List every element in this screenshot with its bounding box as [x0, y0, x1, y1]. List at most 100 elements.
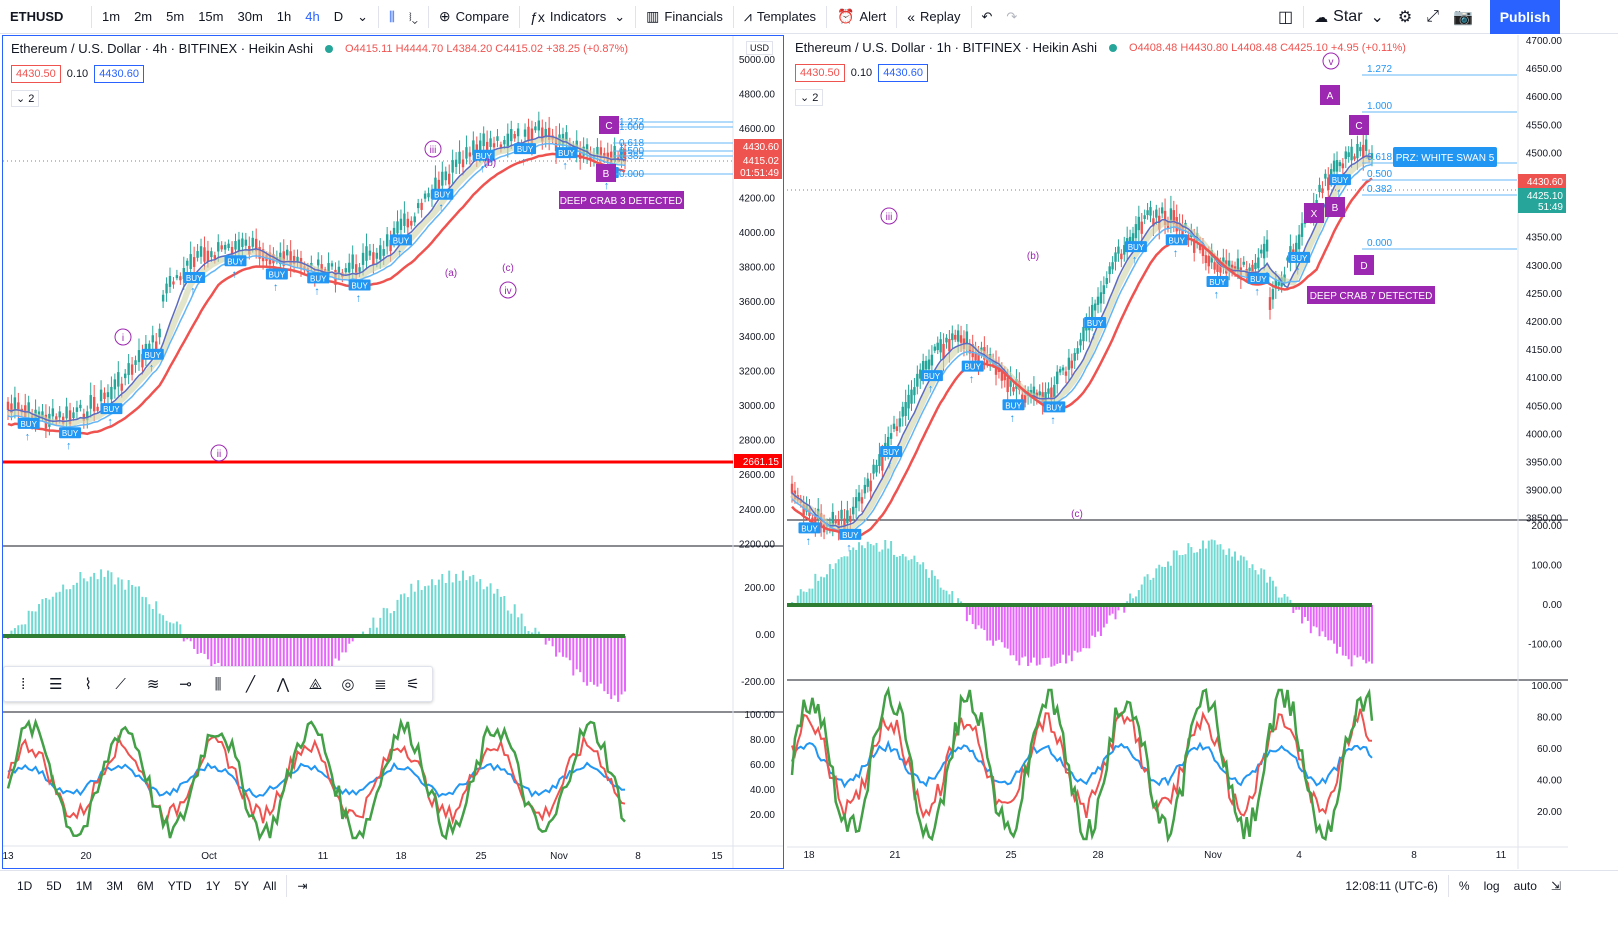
- channel-icon[interactable]: ≋: [146, 676, 160, 693]
- bid-ask-box[interactable]: 4430.50 0.10 4430.60: [11, 65, 144, 83]
- candle: [223, 244, 227, 250]
- range-3m[interactable]: 3M: [106, 878, 124, 893]
- pattern-icon[interactable]: ⌇: [84, 676, 92, 693]
- compare-button[interactable]: ⊕ Compare: [432, 0, 516, 34]
- star-button[interactable]: ☁ Star ⌄: [1307, 0, 1391, 34]
- sell-price[interactable]: 4430.50: [11, 65, 61, 83]
- chart-canvas-right[interactable]: BUY ↑ BUY ↑ BUY ↑ BUY ↑ BUY ↑ BUY ↑ BUY ↑ BUY ↑ BUY ↑ BUY ↑…: [787, 35, 1568, 869]
- camera-icon[interactable]: 📷: [1453, 9, 1473, 26]
- range-5y[interactable]: 5Y: [234, 878, 250, 893]
- candle: [886, 436, 890, 450]
- candle: [1023, 394, 1027, 403]
- pitchfork-icon[interactable]: ⫼: [214, 675, 222, 693]
- collapse-indicators-button[interactable]: ⌄ 2: [11, 90, 40, 107]
- interval-1m[interactable]: 1m: [102, 9, 121, 24]
- candle: [485, 141, 489, 156]
- publish-button[interactable]: Publish: [1490, 0, 1560, 34]
- fullscreen-icon[interactable]: ⤢: [1426, 8, 1440, 25]
- candle: [599, 147, 603, 158]
- drag-handle-icon[interactable]: ⁞: [21, 675, 26, 693]
- candle: [292, 255, 296, 264]
- candle: [1370, 153, 1374, 159]
- undo-icon[interactable]: ↶: [981, 8, 993, 24]
- interval-2m[interactable]: 2m: [134, 9, 153, 24]
- redo-icon[interactable]: ↷: [1006, 8, 1018, 24]
- pattern-box: [1307, 286, 1435, 304]
- pattern-point-box: [1320, 85, 1340, 105]
- price-tick: 4600.00: [739, 124, 776, 135]
- clock[interactable]: 12:08:11 (UTC-6): [1345, 878, 1438, 893]
- percent-toggle[interactable]: %: [1458, 878, 1470, 893]
- fib-icon[interactable]: ≣: [374, 676, 387, 693]
- candle: [51, 408, 55, 417]
- horizontal-ray-icon[interactable]: ⊸: [179, 676, 192, 693]
- chevron-down-icon[interactable]: ⌄: [357, 8, 369, 24]
- buy-price[interactable]: 4430.60: [878, 64, 928, 82]
- replay-button[interactable]: « Replay: [900, 0, 967, 34]
- candle: [1187, 234, 1190, 240]
- range-1y[interactable]: 1Y: [205, 878, 221, 893]
- candle: [878, 454, 881, 467]
- templates-button[interactable]: ⩘ Templates: [737, 0, 823, 34]
- interval-15m[interactable]: 15m: [198, 9, 224, 24]
- candle: [1274, 278, 1278, 289]
- line-icon[interactable]: ╱: [246, 676, 256, 693]
- stoch-tick: 60.00: [1537, 744, 1562, 755]
- interval-d[interactable]: D: [333, 9, 344, 24]
- price-tick: 4800.00: [739, 90, 776, 101]
- candle: [1114, 252, 1117, 262]
- templates-label: Templates: [756, 9, 817, 24]
- price-tick: 3900.00: [1526, 486, 1563, 497]
- auto-toggle[interactable]: auto: [1513, 878, 1537, 893]
- interval-30m[interactable]: 30m: [237, 9, 263, 24]
- lines-icon[interactable]: ☰: [48, 676, 63, 693]
- price-tick: 4300.00: [1526, 261, 1563, 272]
- range-5d[interactable]: 5D: [46, 878, 62, 893]
- currency-selector[interactable]: USD: [745, 41, 773, 55]
- layout-icon[interactable]: ◫: [1278, 9, 1294, 26]
- financials-button[interactable]: ▥ Financials: [639, 0, 730, 34]
- interval-5m[interactable]: 5m: [166, 9, 185, 24]
- interval-1h[interactable]: 1h: [276, 9, 292, 24]
- buy-price[interactable]: 4430.60: [94, 65, 144, 83]
- gear-icon[interactable]: ⚙: [1397, 9, 1413, 26]
- elliott-icon[interactable]: ⋀: [276, 676, 290, 693]
- candle: [203, 247, 206, 262]
- scroll-right-icon[interactable]: ⇲: [1550, 878, 1561, 893]
- candle: [423, 193, 427, 199]
- candle: [1198, 244, 1202, 251]
- range-1m[interactable]: 1M: [75, 878, 93, 893]
- candle-style-icon[interactable]: ⧘⌄: [409, 8, 418, 24]
- candle: [866, 478, 869, 487]
- goto-date-icon[interactable]: ⇥: [297, 878, 308, 893]
- bid-ask-box[interactable]: 4430.50 0.10 4430.60: [795, 64, 928, 82]
- alert-button[interactable]: ⏰ Alert: [830, 0, 893, 34]
- settings-lines-icon[interactable]: ⚟: [406, 676, 420, 693]
- range-1d[interactable]: 1D: [17, 878, 33, 893]
- symbol-search[interactable]: ETHUSD: [10, 9, 64, 24]
- bar-style-icon[interactable]: ⫼: [389, 8, 395, 24]
- candle: [843, 518, 846, 531]
- candle: [1216, 260, 1219, 272]
- collapse-indicators-button[interactable]: ⌄ 2: [795, 89, 824, 106]
- candle: [10, 403, 13, 414]
- interval-4h[interactable]: 4h: [305, 9, 320, 24]
- indicators-button[interactable]: ƒx Indicators ⌄: [523, 0, 632, 34]
- trendline-icon[interactable]: ⟋: [115, 675, 126, 693]
- chart-pane-right[interactable]: BUY ↑ BUY ↑ BUY ↑ BUY ↑ BUY ↑ BUY ↑ BUY ↑ BUY ↑ BUY ↑ BUY ↑…: [787, 35, 1568, 869]
- candle: [179, 276, 182, 281]
- chart-pane-left[interactable]: BUY ↑ BUY ↑ BUY ↑ BUY ↑ BUY ↑ BUY ↑ BUY ↑ BUY ↑ BUY ↑ BUY ↑…: [2, 35, 784, 869]
- osc-tick: 0.00: [1543, 600, 1563, 611]
- ask-price-tag: 4430.60: [743, 142, 780, 153]
- gann-icon[interactable]: ◎: [341, 676, 355, 693]
- range-6m[interactable]: 6M: [137, 878, 154, 893]
- range-all[interactable]: All: [263, 878, 277, 893]
- candle: [79, 404, 82, 409]
- candle: [863, 484, 867, 494]
- log-toggle[interactable]: log: [1483, 878, 1500, 893]
- range-ytd[interactable]: YTD: [167, 878, 192, 893]
- chart-canvas-left[interactable]: BUY ↑ BUY ↑ BUY ↑ BUY ↑ BUY ↑ BUY ↑ BUY ↑ BUY ↑ BUY ↑ BUY ↑…: [3, 36, 783, 868]
- xabcd-icon[interactable]: ⟁: [308, 675, 323, 693]
- buy-signal: [141, 348, 164, 360]
- sell-price[interactable]: 4430.50: [795, 64, 845, 82]
